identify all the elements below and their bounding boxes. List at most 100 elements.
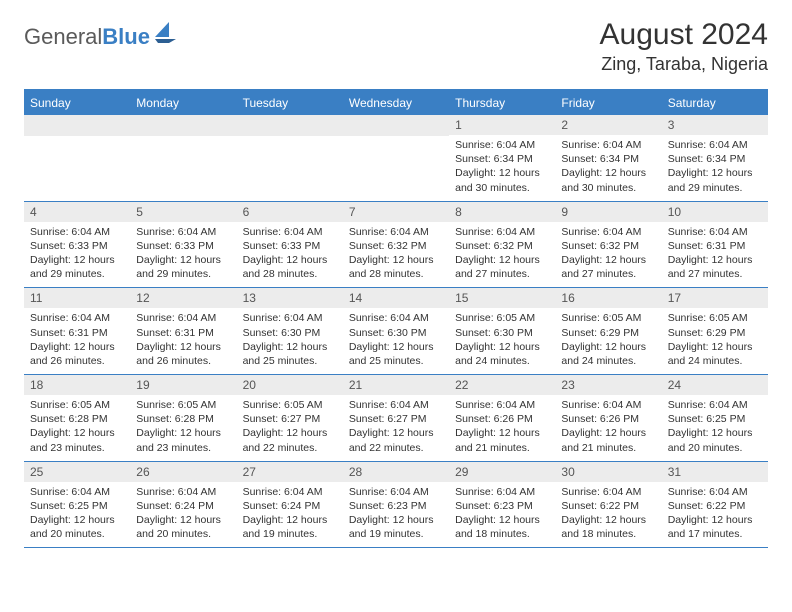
daylight-line: Daylight: 12 hours and 22 minutes. (349, 426, 443, 454)
day-details: Sunrise: 6:04 AMSunset: 6:34 PMDaylight:… (555, 135, 661, 195)
day-details: Sunrise: 6:04 AMSunset: 6:33 PMDaylight:… (237, 222, 343, 282)
sunrise-line: Sunrise: 6:04 AM (243, 311, 337, 325)
sunset-line: Sunset: 6:24 PM (136, 499, 230, 513)
day-details: Sunrise: 6:04 AMSunset: 6:24 PMDaylight:… (130, 482, 236, 542)
calendar-page: GeneralBlue August 2024 Zing, Taraba, Ni… (0, 0, 792, 548)
sunset-line: Sunset: 6:28 PM (136, 412, 230, 426)
daylight-line: Daylight: 12 hours and 19 minutes. (243, 513, 337, 541)
sunrise-line: Sunrise: 6:04 AM (455, 485, 549, 499)
weekday-header: Wednesday (343, 91, 449, 115)
sunrise-line: Sunrise: 6:04 AM (349, 225, 443, 239)
sunrise-line: Sunrise: 6:04 AM (136, 485, 230, 499)
sunset-line: Sunset: 6:23 PM (455, 499, 549, 513)
sunrise-line: Sunrise: 6:04 AM (349, 398, 443, 412)
day-number: 7 (343, 202, 449, 222)
day-cell: 18Sunrise: 6:05 AMSunset: 6:28 PMDayligh… (24, 375, 130, 461)
day-number: 12 (130, 288, 236, 308)
sunrise-line: Sunrise: 6:04 AM (243, 225, 337, 239)
day-number: 19 (130, 375, 236, 395)
empty-day (343, 115, 449, 136)
sunset-line: Sunset: 6:34 PM (455, 152, 549, 166)
sunset-line: Sunset: 6:32 PM (561, 239, 655, 253)
day-number: 30 (555, 462, 661, 482)
sunset-line: Sunset: 6:27 PM (243, 412, 337, 426)
weekday-header: Sunday (24, 91, 130, 115)
day-number: 25 (24, 462, 130, 482)
weekday-header: Monday (130, 91, 236, 115)
daylight-line: Daylight: 12 hours and 24 minutes. (455, 340, 549, 368)
day-number: 26 (130, 462, 236, 482)
daylight-line: Daylight: 12 hours and 28 minutes. (349, 253, 443, 281)
daylight-line: Daylight: 12 hours and 20 minutes. (30, 513, 124, 541)
sunset-line: Sunset: 6:33 PM (243, 239, 337, 253)
day-details: Sunrise: 6:04 AMSunset: 6:33 PMDaylight:… (24, 222, 130, 282)
day-number: 17 (662, 288, 768, 308)
sunrise-line: Sunrise: 6:05 AM (668, 311, 762, 325)
weeks-container: 1Sunrise: 6:04 AMSunset: 6:34 PMDaylight… (24, 115, 768, 548)
day-details: Sunrise: 6:04 AMSunset: 6:22 PMDaylight:… (555, 482, 661, 542)
day-cell: 27Sunrise: 6:04 AMSunset: 6:24 PMDayligh… (237, 462, 343, 548)
month-title: August 2024 (600, 18, 768, 52)
sunset-line: Sunset: 6:30 PM (349, 326, 443, 340)
sunset-line: Sunset: 6:33 PM (136, 239, 230, 253)
day-cell: 26Sunrise: 6:04 AMSunset: 6:24 PMDayligh… (130, 462, 236, 548)
day-number: 13 (237, 288, 343, 308)
day-details: Sunrise: 6:04 AMSunset: 6:33 PMDaylight:… (130, 222, 236, 282)
sunset-line: Sunset: 6:23 PM (349, 499, 443, 513)
sunset-line: Sunset: 6:34 PM (561, 152, 655, 166)
day-details: Sunrise: 6:05 AMSunset: 6:28 PMDaylight:… (24, 395, 130, 455)
day-number: 4 (24, 202, 130, 222)
daylight-line: Daylight: 12 hours and 17 minutes. (668, 513, 762, 541)
day-details: Sunrise: 6:04 AMSunset: 6:23 PMDaylight:… (343, 482, 449, 542)
daylight-line: Daylight: 12 hours and 26 minutes. (136, 340, 230, 368)
day-details: Sunrise: 6:04 AMSunset: 6:32 PMDaylight:… (449, 222, 555, 282)
week-row: 18Sunrise: 6:05 AMSunset: 6:28 PMDayligh… (24, 375, 768, 462)
day-cell: 3Sunrise: 6:04 AMSunset: 6:34 PMDaylight… (662, 115, 768, 201)
sunset-line: Sunset: 6:28 PM (30, 412, 124, 426)
day-cell: 28Sunrise: 6:04 AMSunset: 6:23 PMDayligh… (343, 462, 449, 548)
sunset-line: Sunset: 6:32 PM (349, 239, 443, 253)
day-details: Sunrise: 6:05 AMSunset: 6:27 PMDaylight:… (237, 395, 343, 455)
logo: GeneralBlue (24, 18, 180, 50)
day-number: 20 (237, 375, 343, 395)
daylight-line: Daylight: 12 hours and 27 minutes. (455, 253, 549, 281)
weekday-header-row: Sunday Monday Tuesday Wednesday Thursday… (24, 91, 768, 115)
daylight-line: Daylight: 12 hours and 29 minutes. (136, 253, 230, 281)
sunrise-line: Sunrise: 6:04 AM (455, 398, 549, 412)
day-details: Sunrise: 6:04 AMSunset: 6:31 PMDaylight:… (130, 308, 236, 368)
day-cell: 7Sunrise: 6:04 AMSunset: 6:32 PMDaylight… (343, 202, 449, 288)
daylight-line: Daylight: 12 hours and 26 minutes. (30, 340, 124, 368)
day-number: 11 (24, 288, 130, 308)
day-cell (24, 115, 130, 201)
sunset-line: Sunset: 6:31 PM (668, 239, 762, 253)
day-cell: 25Sunrise: 6:04 AMSunset: 6:25 PMDayligh… (24, 462, 130, 548)
day-cell (343, 115, 449, 201)
sunrise-line: Sunrise: 6:04 AM (349, 311, 443, 325)
day-number: 5 (130, 202, 236, 222)
daylight-line: Daylight: 12 hours and 29 minutes. (30, 253, 124, 281)
daylight-line: Daylight: 12 hours and 18 minutes. (455, 513, 549, 541)
day-details: Sunrise: 6:05 AMSunset: 6:29 PMDaylight:… (662, 308, 768, 368)
sunrise-line: Sunrise: 6:04 AM (136, 225, 230, 239)
sunrise-line: Sunrise: 6:04 AM (561, 225, 655, 239)
day-number: 10 (662, 202, 768, 222)
sunset-line: Sunset: 6:33 PM (30, 239, 124, 253)
day-cell: 24Sunrise: 6:04 AMSunset: 6:25 PMDayligh… (662, 375, 768, 461)
day-details: Sunrise: 6:04 AMSunset: 6:25 PMDaylight:… (662, 395, 768, 455)
day-details: Sunrise: 6:04 AMSunset: 6:32 PMDaylight:… (343, 222, 449, 282)
day-details: Sunrise: 6:05 AMSunset: 6:30 PMDaylight:… (449, 308, 555, 368)
sunrise-line: Sunrise: 6:04 AM (349, 485, 443, 499)
sunrise-line: Sunrise: 6:04 AM (136, 311, 230, 325)
sunset-line: Sunset: 6:32 PM (455, 239, 549, 253)
day-cell: 17Sunrise: 6:05 AMSunset: 6:29 PMDayligh… (662, 288, 768, 374)
daylight-line: Daylight: 12 hours and 29 minutes. (668, 166, 762, 194)
day-details: Sunrise: 6:04 AMSunset: 6:31 PMDaylight:… (24, 308, 130, 368)
day-cell: 23Sunrise: 6:04 AMSunset: 6:26 PMDayligh… (555, 375, 661, 461)
day-number: 9 (555, 202, 661, 222)
day-number: 8 (449, 202, 555, 222)
week-row: 25Sunrise: 6:04 AMSunset: 6:25 PMDayligh… (24, 462, 768, 549)
logo-word2: Blue (102, 24, 150, 49)
sunrise-line: Sunrise: 6:05 AM (561, 311, 655, 325)
day-cell: 6Sunrise: 6:04 AMSunset: 6:33 PMDaylight… (237, 202, 343, 288)
sunset-line: Sunset: 6:24 PM (243, 499, 337, 513)
